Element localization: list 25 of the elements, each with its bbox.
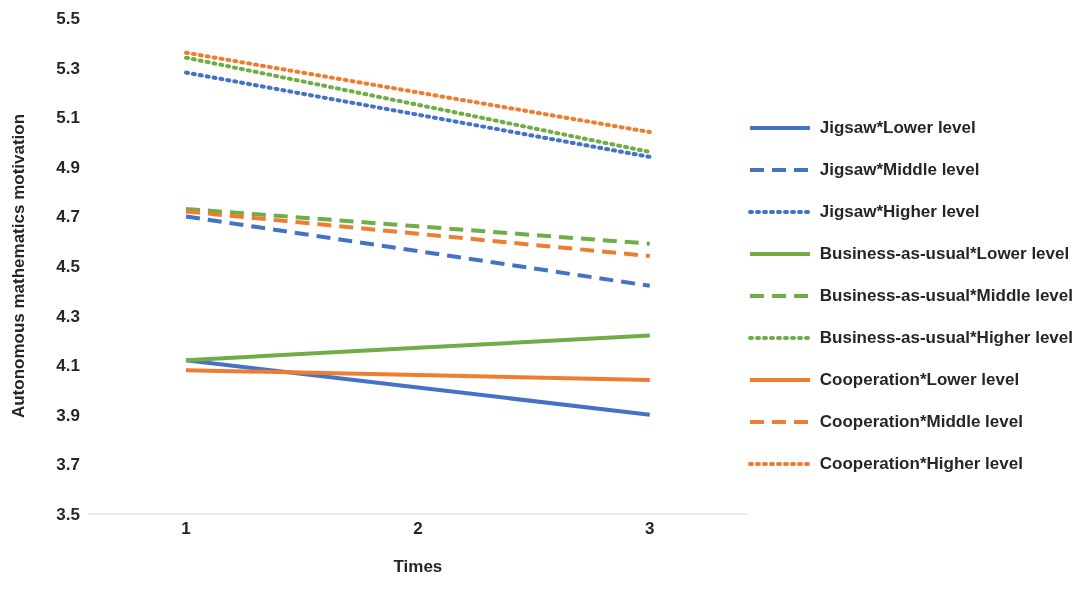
legend-label: Jigsaw*Lower level <box>819 118 976 138</box>
y-tick-label: 4.3 <box>56 306 80 326</box>
y-tick-label: 5.1 <box>56 108 80 128</box>
y-tick-label: 4.7 <box>56 207 80 227</box>
y-tick-label: 4.9 <box>56 157 80 177</box>
legend-label: Jigsaw*Middle level <box>819 160 980 180</box>
legend-label: Business-as-usual*Lower level <box>819 244 1070 264</box>
y-tick-label: 3.7 <box>56 455 80 475</box>
legend-label: Cooperation*Middle level <box>819 412 1023 432</box>
legend-label: Cooperation*Lower level <box>819 370 1020 390</box>
x-tick-label: 2 <box>413 519 423 539</box>
legend-label: Cooperation*Higher level <box>819 454 1023 474</box>
legend-label: Jigsaw*Higher level <box>819 202 980 222</box>
y-tick-label: 3.5 <box>56 505 80 525</box>
y-tick-label: 4.1 <box>56 356 80 376</box>
y-tick-label: 3.9 <box>56 405 80 425</box>
y-tick-label: 4.5 <box>56 257 80 277</box>
y-tick-label: 5.5 <box>56 9 80 29</box>
legend-label: Business-as-usual*Higher level <box>819 328 1073 348</box>
y-tick-label: 5.3 <box>56 58 80 78</box>
x-tick-label: 1 <box>181 519 191 539</box>
y-axis-title: Autonomous mathematics motivation <box>9 113 29 419</box>
x-tick-label: 3 <box>645 519 655 539</box>
legend-label: Business-as-usual*Middle level <box>819 286 1073 306</box>
x-axis-title: Times <box>393 557 443 576</box>
